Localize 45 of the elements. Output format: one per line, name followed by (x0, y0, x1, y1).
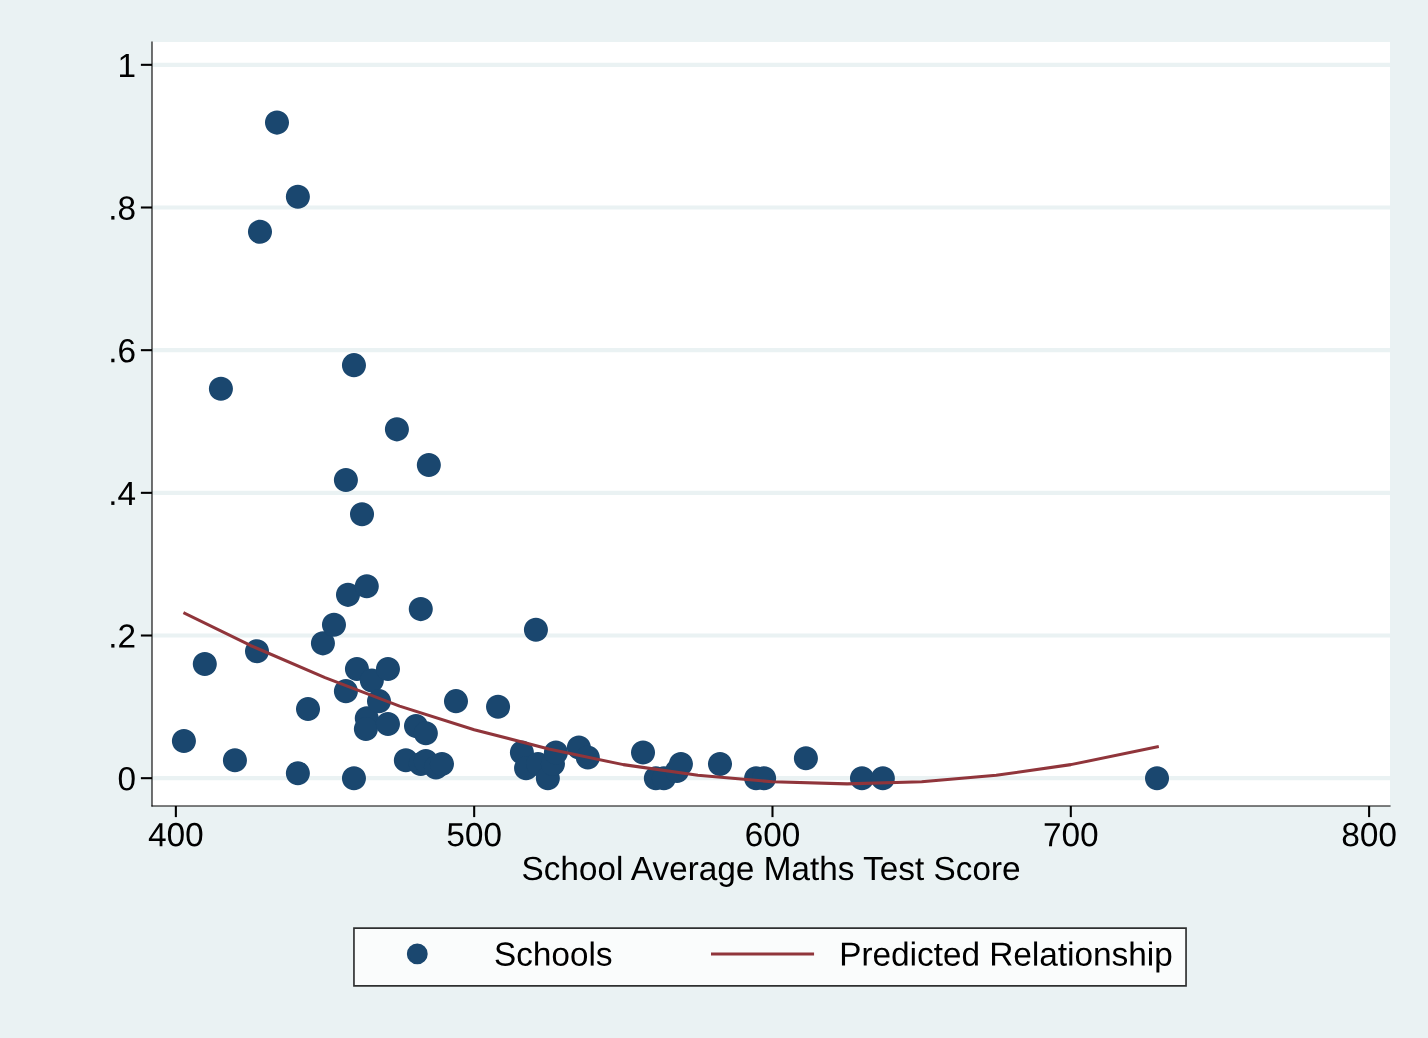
point (354, 574, 379, 599)
y-tick-label: 1 (120, 53, 135, 77)
point (523, 617, 548, 642)
y-tick-label: .2 (111, 624, 135, 648)
x-tick-label: 500 (447, 822, 501, 847)
point (443, 689, 469, 714)
point (295, 696, 321, 722)
line-series (183, 611, 1159, 786)
point (285, 184, 310, 209)
point (335, 582, 361, 607)
point (384, 417, 409, 442)
point (408, 597, 433, 622)
y-tick-label: .4 (111, 481, 136, 505)
y-tick-label: 0 (118, 766, 135, 791)
point (321, 612, 346, 637)
point (416, 452, 441, 478)
legend-label: Schools (495, 941, 612, 966)
y-tick-label: .6 (111, 338, 135, 363)
point (486, 694, 511, 719)
x-tick-label: 400 (148, 822, 203, 847)
point (375, 657, 400, 682)
point (171, 729, 196, 754)
x-tick-label: 800 (1342, 822, 1396, 847)
point (349, 502, 375, 527)
point (341, 353, 366, 378)
x-axis-title: School Average Maths Test Score (522, 855, 1020, 887)
point (707, 751, 733, 776)
point (413, 721, 438, 746)
point (264, 110, 290, 135)
x-tick-label: 700 (1044, 822, 1098, 847)
point (1144, 766, 1170, 791)
point (341, 766, 366, 791)
point (310, 631, 335, 656)
point (192, 652, 217, 677)
point (793, 746, 818, 771)
y-tick-label: .8 (111, 196, 135, 220)
point (222, 748, 247, 773)
legend-label: Predicted Relationship (841, 941, 1172, 973)
point (631, 740, 656, 765)
point (375, 711, 400, 736)
point (208, 376, 233, 401)
x-tick-label: 600 (746, 822, 799, 847)
point (247, 219, 273, 244)
point (333, 467, 358, 493)
point (285, 761, 310, 786)
